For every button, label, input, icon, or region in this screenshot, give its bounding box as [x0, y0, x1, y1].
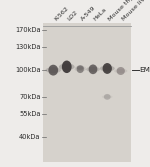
Ellipse shape: [75, 67, 86, 71]
Text: A-549: A-549: [80, 5, 97, 22]
Ellipse shape: [62, 60, 72, 73]
Ellipse shape: [89, 64, 97, 74]
Text: 55kDa: 55kDa: [19, 111, 40, 117]
Text: EMR2: EMR2: [140, 67, 150, 73]
Ellipse shape: [100, 65, 115, 71]
Text: 40kDa: 40kDa: [19, 134, 40, 140]
Ellipse shape: [114, 69, 127, 73]
Ellipse shape: [104, 94, 111, 100]
Ellipse shape: [103, 63, 112, 74]
Ellipse shape: [86, 67, 100, 72]
Text: 170kDa: 170kDa: [15, 27, 40, 33]
Text: 100kDa: 100kDa: [15, 67, 40, 73]
Text: HeLa: HeLa: [93, 7, 108, 22]
Ellipse shape: [48, 65, 58, 75]
Ellipse shape: [77, 65, 84, 70]
Text: LO2: LO2: [67, 10, 79, 22]
Text: Mouse thymus: Mouse thymus: [107, 0, 144, 22]
Ellipse shape: [77, 65, 84, 73]
Text: 130kDa: 130kDa: [15, 44, 40, 50]
Bar: [43, 23, 130, 162]
Ellipse shape: [59, 63, 75, 70]
Text: Mouse liver: Mouse liver: [121, 0, 150, 22]
Ellipse shape: [102, 95, 113, 99]
Text: K-562: K-562: [53, 6, 69, 22]
Ellipse shape: [45, 67, 61, 73]
Ellipse shape: [75, 66, 86, 69]
Ellipse shape: [117, 67, 125, 75]
Text: 70kDa: 70kDa: [19, 94, 40, 100]
